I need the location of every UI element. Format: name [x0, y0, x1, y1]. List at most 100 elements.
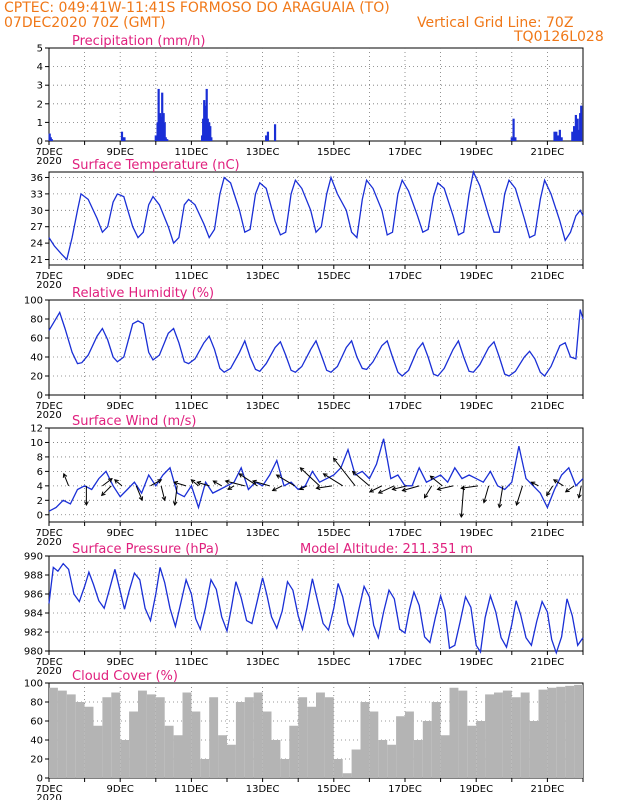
- y-tick-label: 10: [30, 438, 43, 449]
- cloud-bar: [316, 692, 325, 778]
- cloud-bar: [369, 711, 379, 778]
- wind-arrow: [272, 485, 283, 492]
- wind-arrow: [227, 485, 235, 490]
- precip-bar: [510, 137, 513, 141]
- precip-bar: [577, 129, 580, 141]
- wind-arrow-head: [368, 488, 374, 493]
- wind-arrow-head: [322, 473, 328, 478]
- y-tick-label: 984: [24, 609, 43, 620]
- wind-arrow: [553, 479, 564, 487]
- wind-arrow: [197, 481, 210, 487]
- x-tick-label: 9DEC: [107, 657, 134, 668]
- cloud-bar: [146, 694, 156, 778]
- panel-frame: [48, 427, 584, 523]
- y-tick-label: 988: [24, 571, 43, 582]
- y-tick-label: 2: [37, 99, 43, 110]
- cloud-bar: [405, 711, 414, 778]
- x-tick-label: 13DEC: [246, 657, 280, 668]
- x-tick-label: 11DEC: [175, 657, 209, 668]
- cloud-bar: [129, 711, 138, 778]
- cloud-bar: [253, 692, 263, 778]
- cloud-bar: [476, 721, 486, 778]
- cloud-bar: [209, 697, 219, 778]
- panel-1: 0 1 2 3 4 5 7DEC 9DEC 11DEC 13DEC 15DEC 17DEC 19DEC 2…: [35, 34, 584, 167]
- cloud-bar: [298, 697, 308, 778]
- cloud-bar: [440, 735, 450, 778]
- y-tick-label: 21: [30, 255, 43, 266]
- series-line: [48, 562, 584, 655]
- y-tick-label: 33: [30, 189, 43, 200]
- x-tick-label: 13DEC: [246, 401, 280, 412]
- precip-bar: [512, 118, 515, 141]
- precip-bar: [273, 124, 277, 141]
- precip-bar: [121, 137, 125, 141]
- cloud-bar: [360, 702, 370, 778]
- cloud-bar: [271, 740, 281, 778]
- cloud-bar: [182, 692, 192, 778]
- header-station: CPTEC: 049:41W-11:41S FORMOSO DO ARAGUAI…: [4, 0, 390, 16]
- panel-frame: [48, 555, 584, 652]
- x-tick-label: 11DEC: [175, 401, 209, 412]
- wind-arrow-head: [196, 480, 202, 486]
- panel-5: 980 982 984 986 988 990 7DEC 9DEC 11DEC 13DEC 15DE…: [24, 542, 584, 677]
- y-tick-label: 5: [37, 44, 43, 55]
- x-year-label: 2020: [36, 156, 61, 167]
- cloud-bar: [556, 686, 566, 778]
- x-tick-label: 15DEC: [317, 657, 351, 668]
- x-tick-label: 21DEC: [531, 401, 565, 412]
- cloud-bar: [227, 744, 236, 778]
- y-tick-label: 0: [37, 510, 43, 521]
- y-tick-label: 27: [30, 222, 43, 233]
- wind-arrow-head: [298, 485, 304, 491]
- wind-arrow-head: [161, 496, 167, 502]
- panel-2: 21 24 27 30 33 36 7DEC 9DEC 11DEC 13DEC 15DEC 17DEC…: [30, 158, 584, 291]
- x-tick-label: 9DEC: [107, 784, 134, 795]
- x-tick-label: 7DEC: [35, 784, 62, 795]
- y-tick-label: 80: [30, 698, 43, 709]
- header-model-code: TQ0126L028: [514, 29, 604, 45]
- wind-arrow-head: [100, 491, 106, 497]
- x-tick-label: 19DEC: [459, 271, 493, 282]
- wind-arrow: [483, 485, 490, 503]
- series-line: [48, 309, 584, 377]
- cloud-bar: [307, 706, 316, 778]
- precip-bar: [555, 131, 558, 141]
- cloud-bar: [120, 740, 130, 778]
- precip-bar: [120, 131, 124, 141]
- wind-arrow: [102, 478, 113, 487]
- wind-arrow: [238, 473, 258, 487]
- cloud-bar: [449, 687, 459, 778]
- panel-frame: [48, 299, 584, 396]
- x-tick-label: 17DEC: [388, 147, 422, 158]
- y-tick-label: 30: [30, 206, 43, 217]
- y-tick-label: 100: [24, 296, 43, 307]
- panel-4: 0 2 4 6 8 10 12 7DEC 9DEC 11DEC 13DEC 15DEC 17DEC 19D…: [30, 414, 584, 548]
- x-tick-label: 11DEC: [175, 528, 209, 539]
- y-tick-label: 20: [30, 755, 43, 766]
- wind-arrow: [378, 485, 395, 494]
- x-tick-label: 13DEC: [246, 271, 280, 282]
- precip-bar: [123, 137, 126, 141]
- x-tick-label: 7DEC: [35, 147, 62, 158]
- wind-arrow-head: [460, 485, 466, 491]
- wind-arrow-head: [497, 503, 503, 509]
- y-tick-label: 24: [30, 239, 43, 250]
- panel-annotation: Model Altitude: 211.351 m: [300, 542, 473, 557]
- cloud-bar: [173, 735, 183, 778]
- wind-arrow-head: [271, 487, 277, 492]
- wind-arrow: [225, 480, 245, 487]
- wind-arrow: [63, 473, 70, 487]
- wind-arrow-head: [429, 475, 435, 481]
- precip-bar: [210, 137, 213, 141]
- cloud-bar: [378, 740, 388, 778]
- cloud-bar: [485, 694, 494, 778]
- wind-arrow-head: [552, 479, 558, 484]
- panel-title: Cloud Cover (%): [72, 669, 178, 684]
- cloud-bar: [66, 694, 76, 778]
- header-date: 07DEC2020 70Z (GMT): [4, 15, 166, 31]
- y-tick-label: 990: [24, 552, 43, 563]
- series-line: [48, 169, 584, 261]
- x-tick-label: 17DEC: [388, 401, 422, 412]
- cloud-bar: [111, 692, 121, 778]
